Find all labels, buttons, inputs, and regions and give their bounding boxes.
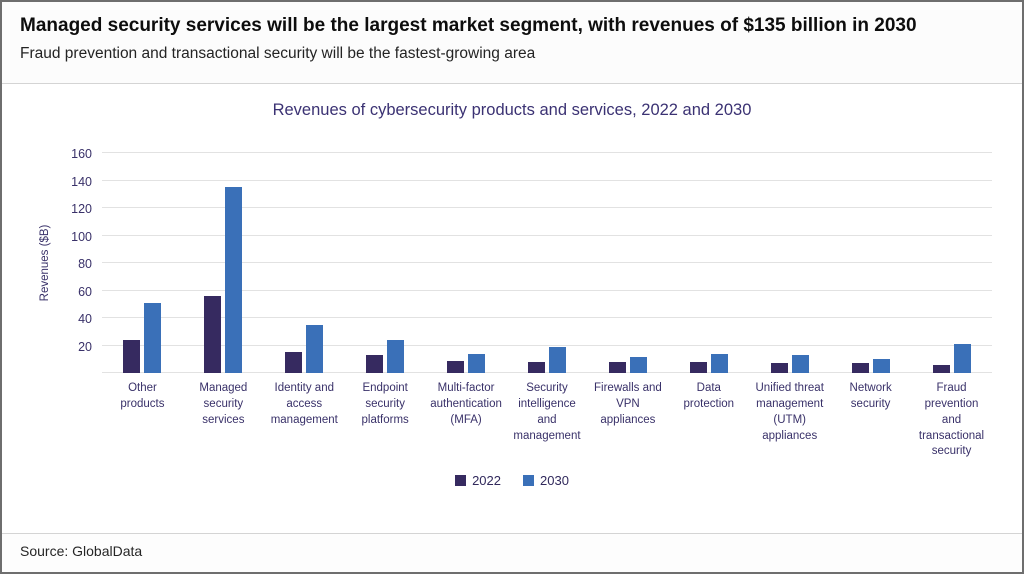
- bar-2022-8: [689, 362, 707, 373]
- bar-2022-10: [851, 363, 869, 373]
- bar-group-7: [587, 153, 668, 373]
- gridline-40: [102, 317, 992, 318]
- bar-2022-2: [204, 296, 222, 373]
- bar-2030-1: [144, 302, 162, 373]
- bar-group-4: [345, 153, 426, 373]
- bar-2022-1: [123, 340, 141, 373]
- x-axis-label-2: Managed security services: [199, 382, 248, 426]
- y-tick-label-60: 60: [78, 284, 92, 299]
- y-tick-label-120: 120: [71, 202, 92, 216]
- legend-item-2030: 2030: [523, 473, 569, 488]
- x-axis-label-6: Security intelligence and management: [513, 382, 581, 442]
- gridline-0: [102, 372, 992, 373]
- bar-2022-3: [285, 352, 303, 373]
- bar-2022-4: [366, 355, 384, 373]
- x-axis-label-9: Unified threat management (UTM) applianc…: [755, 382, 824, 442]
- gridline-120: [102, 207, 992, 208]
- page-subtitle: Fraud prevention and transactional secur…: [20, 45, 536, 62]
- bar-2030-6: [548, 346, 566, 373]
- chart-panel: Revenues of cybersecurity products and s…: [2, 85, 1022, 534]
- y-tick-label-160: 160: [71, 147, 92, 161]
- y-tick-label-40: 40: [78, 312, 92, 326]
- bar-2030-5: [468, 353, 486, 373]
- x-axis-label-1: Other products: [120, 382, 165, 410]
- gridline-60: [102, 289, 992, 291]
- bar-group-1: [102, 153, 183, 373]
- bar-2030-7: [629, 356, 647, 373]
- bar-2022-6: [527, 362, 545, 373]
- x-axis-label-11: Fraud prevention and transactional secur…: [918, 382, 985, 458]
- header: Managed security services will be the la…: [2, 2, 1022, 84]
- page-title: Managed security services will be the la…: [20, 15, 917, 36]
- gridline-100: [102, 234, 992, 236]
- legend-label-2022: 2022: [472, 473, 501, 488]
- bar-2030-4: [387, 340, 405, 373]
- chart-title: Revenues of cybersecurity products and s…: [272, 101, 752, 119]
- gridline-80: [102, 262, 992, 263]
- bar-2030-2: [225, 187, 243, 373]
- x-axis-labels: Other products Managed security services I…: [102, 381, 992, 460]
- y-tick-label-80: 80: [78, 257, 92, 271]
- legend-swatch-2022: [455, 475, 467, 486]
- y-axis-ticks: 20 40 60 80 100 120 140 160: [52, 147, 92, 373]
- bar-group-11: [911, 153, 992, 373]
- legend: 2022 2030: [2, 473, 1022, 488]
- x-axis-label-3: Identity and access management: [270, 382, 338, 426]
- y-tick-label-100: 100: [71, 229, 92, 244]
- bar-group-10: [830, 153, 911, 373]
- plot-area: 20 40 60 80 100 120 140 160: [71, 147, 992, 373]
- bar-group-3: [264, 153, 345, 373]
- x-axis-label-4: Endpoint security platforms: [361, 382, 409, 426]
- legend-label-2030: 2030: [540, 473, 569, 488]
- gridline-160: [102, 152, 992, 153]
- bar-2022-7: [608, 362, 626, 373]
- gridline-20: [102, 344, 992, 346]
- bar-2022-9: [770, 363, 788, 373]
- bar-group-9: [749, 153, 830, 373]
- bar-2022-11: [932, 364, 950, 373]
- bar-2030-8: [710, 353, 728, 373]
- bar-2030-11: [953, 344, 971, 373]
- bar-2030-9: [791, 355, 809, 373]
- bar-2030-10: [872, 359, 890, 373]
- legend-swatch-2030: [523, 475, 534, 486]
- x-axis-label-5: Multi-factor authentication (MFA): [430, 382, 502, 426]
- y-tick-label-140: 140: [71, 174, 92, 189]
- bar-group-5: [426, 153, 507, 373]
- x-axis-label-8: Data protection: [683, 382, 735, 410]
- bar-2030-3: [306, 324, 324, 373]
- bar-group-2: [183, 153, 264, 373]
- x-axis-label-7: Firewalls and VPN appliances: [594, 382, 662, 426]
- y-axis-label: Revenues ($B): [39, 224, 51, 302]
- bar-group-6: [507, 153, 588, 373]
- bar-group-8: [668, 153, 749, 373]
- bar-2022-5: [447, 360, 465, 373]
- y-tick-label-20: 20: [78, 339, 92, 354]
- x-axis-label-10: Network security: [849, 382, 892, 410]
- bars-row: [102, 153, 992, 373]
- legend-item-2022: 2022: [455, 473, 501, 488]
- footer: Source: GlobalData: [2, 534, 1022, 572]
- gridline-140: [102, 179, 992, 181]
- source-text: Source: GlobalData: [20, 543, 143, 559]
